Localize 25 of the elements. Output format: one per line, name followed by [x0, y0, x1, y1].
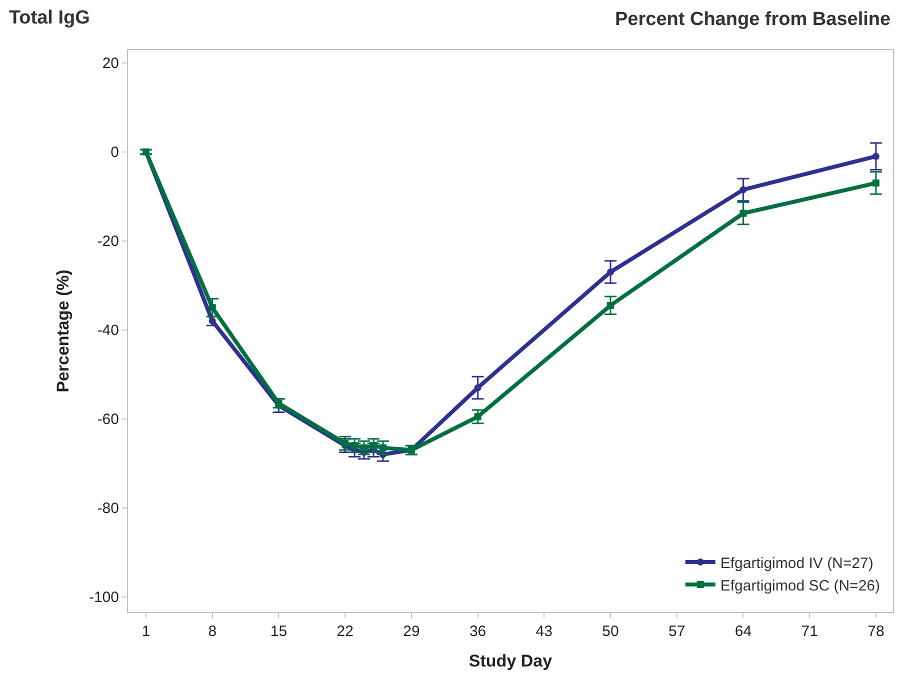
y-axis-title: Percentage (%)	[54, 270, 73, 392]
x-axis-title: Study Day	[468, 651, 553, 670]
x-tick-label: 71	[801, 623, 818, 640]
x-tick-label: 29	[403, 623, 420, 640]
y-tick-label: 20	[102, 55, 119, 72]
x-tick-label: 57	[668, 623, 686, 640]
legend-label: Efgartigimod SC (N=26)	[720, 577, 880, 594]
chart-title: Total IgG	[8, 8, 90, 29]
y-tick-label: -60	[97, 411, 119, 428]
chart-subtitle: Percent Change from Baseline	[615, 9, 891, 30]
x-tick-label: 36	[469, 623, 486, 640]
x-tick-label: 78	[868, 623, 884, 640]
x-tick-label: 22	[336, 623, 354, 640]
x-tick-label: 64	[734, 623, 752, 640]
x-tick-label: 8	[208, 623, 217, 640]
x-tick-label: 50	[602, 623, 619, 640]
x-tick-label: 1	[142, 623, 150, 640]
y-tick-label: 0	[110, 144, 119, 162]
legend-label: Efgartigimod IV (N=27)	[720, 554, 874, 572]
y-tick-label: -40	[97, 322, 119, 340]
y-tick-label: -80	[97, 500, 119, 518]
y-tick-label: -100	[88, 589, 119, 606]
y-tick-label: -20	[97, 233, 119, 250]
x-tick-label: 15	[270, 623, 288, 640]
x-tick-label: 43	[536, 623, 552, 640]
